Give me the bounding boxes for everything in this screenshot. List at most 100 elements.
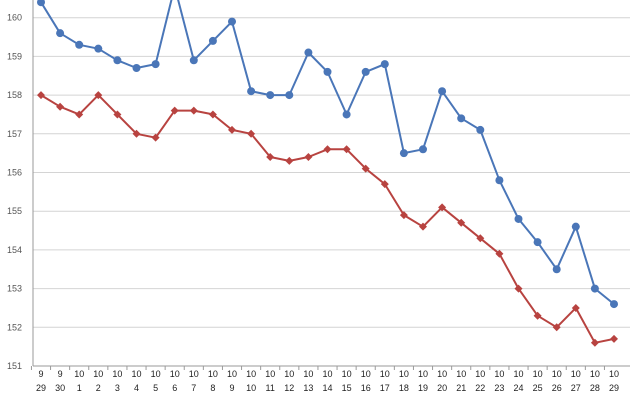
- x-tick-month-label: 10: [342, 369, 352, 379]
- data-point: [75, 40, 84, 49]
- data-point: [266, 91, 275, 100]
- data-point: [208, 36, 217, 45]
- x-tick-month-label: 10: [552, 369, 562, 379]
- data-point: [132, 64, 141, 73]
- x-tick-month-label: 9: [58, 369, 63, 379]
- data-point: [208, 110, 217, 119]
- x-tick-month-label: 10: [456, 369, 466, 379]
- data-point: [94, 91, 103, 100]
- data-point: [438, 203, 447, 212]
- data-point: [189, 56, 198, 65]
- x-tick-month-label: 10: [513, 369, 523, 379]
- x-tick-month-label: 10: [322, 369, 332, 379]
- x-tick-day-label: 7: [191, 383, 196, 393]
- x-tick-day-label: 11: [266, 383, 275, 393]
- x-tick-day-label: 22: [475, 383, 485, 393]
- x-tick-month-label: 10: [380, 369, 390, 379]
- data-point: [247, 87, 256, 96]
- y-tick-label: 153: [7, 284, 22, 294]
- x-tick-day-label: 29: [609, 383, 619, 393]
- data-point: [56, 29, 65, 38]
- data-point: [113, 110, 122, 119]
- x-tick-day-label: 21: [456, 383, 466, 393]
- x-tick-month-label: 10: [533, 369, 543, 379]
- x-tick-day-label: 14: [322, 383, 332, 393]
- x-tick-month-label: 10: [246, 369, 256, 379]
- data-point: [590, 284, 599, 293]
- x-tick-day-label: 4: [134, 383, 139, 393]
- x-tick-month-label: 10: [437, 369, 447, 379]
- data-point: [399, 211, 408, 220]
- data-point: [457, 218, 466, 227]
- gridlines: [33, 17, 630, 328]
- data-point: [151, 60, 160, 69]
- x-tick-day-label: 5: [153, 383, 158, 393]
- data-point: [361, 164, 370, 173]
- x-tick-day-label: 20: [437, 383, 447, 393]
- x-tick-month-label: 10: [399, 369, 409, 379]
- x-tick-month-label: 10: [265, 369, 275, 379]
- x-tick-day-label: 8: [210, 383, 215, 393]
- data-point: [610, 334, 618, 343]
- data-point: [552, 323, 561, 332]
- x-tick-day-label: 6: [172, 383, 177, 393]
- data-point: [170, 106, 179, 115]
- x-tick-day-label: 3: [115, 383, 120, 393]
- y-tick-label: 152: [7, 322, 22, 332]
- x-tick-day-label: 13: [303, 383, 313, 393]
- data-point: [476, 234, 485, 243]
- x-tick-day-label: 12: [284, 383, 294, 393]
- data-point: [552, 265, 561, 274]
- data-point: [533, 238, 542, 247]
- data-point: [228, 125, 236, 134]
- x-axis-tick-labels: 9 29 9 30 10 1 10 2 10 3 10 4 10 5 10 6 10 7 10 8 10 9 10 10 10 1…: [36, 369, 619, 393]
- x-tick-day-label: 10: [246, 383, 256, 393]
- data-point: [361, 67, 370, 76]
- y-tick-label: 155: [7, 206, 22, 216]
- x-tick-day-label: 24: [513, 383, 523, 393]
- data-point: [514, 284, 523, 293]
- x-tick-day-label: 9: [229, 383, 234, 393]
- x-tick-month-label: 10: [361, 369, 371, 379]
- data-point: [590, 338, 599, 347]
- data-point: [285, 156, 294, 165]
- x-tick-day-label: 30: [55, 383, 65, 393]
- data-point: [56, 102, 65, 111]
- data-point: [610, 300, 618, 309]
- data-point: [189, 106, 198, 115]
- data-point: [285, 91, 294, 100]
- data-point: [380, 180, 389, 189]
- x-tick-day-label: 23: [494, 383, 504, 393]
- data-point: [476, 125, 485, 134]
- data-point: [380, 60, 389, 69]
- data-point: [113, 56, 122, 65]
- x-tick-day-label: 26: [552, 383, 562, 393]
- data-point: [399, 149, 408, 158]
- x-tick-month-label: 9: [38, 369, 43, 379]
- x-tick-month-label: 10: [590, 369, 600, 379]
- y-tick-label: 154: [7, 245, 22, 255]
- series-1: [37, 0, 618, 309]
- x-tick-month-label: 10: [418, 369, 428, 379]
- x-tick-month-label: 10: [93, 369, 103, 379]
- x-tick-month-label: 10: [170, 369, 180, 379]
- data-point: [247, 129, 256, 138]
- x-tick-month-label: 10: [112, 369, 122, 379]
- x-tick-month-label: 10: [74, 369, 84, 379]
- x-tick-day-label: 16: [361, 383, 371, 393]
- data-point: [571, 222, 580, 231]
- data-point: [419, 222, 427, 231]
- data-point: [94, 44, 103, 53]
- x-tick-day-label: 2: [96, 383, 101, 393]
- y-tick-label: 157: [7, 129, 22, 139]
- x-tick-month-label: 10: [208, 369, 218, 379]
- data-point: [151, 133, 160, 142]
- y-tick-label: 156: [7, 168, 22, 178]
- x-tick-month-label: 10: [131, 369, 141, 379]
- data-point: [266, 153, 275, 162]
- x-tick-month-label: 10: [494, 369, 504, 379]
- data-point: [533, 311, 542, 320]
- x-tick-month-label: 10: [189, 369, 199, 379]
- data-series: [37, 0, 618, 347]
